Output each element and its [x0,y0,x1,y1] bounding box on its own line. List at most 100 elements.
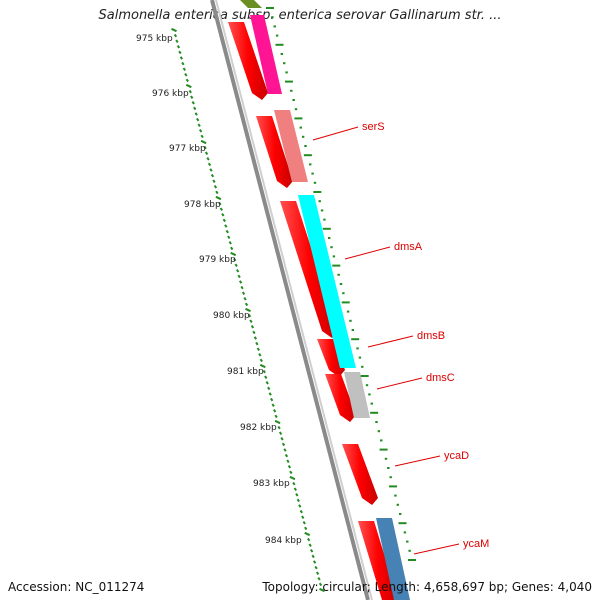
label-leader [344,246,391,260]
scale-dot [184,73,188,77]
scale-dot [258,353,262,357]
scale-dot [301,515,305,519]
scale-dot [298,504,302,508]
scale-dot [318,582,323,587]
scale-dots [171,27,325,593]
scale-dot [206,157,210,161]
scale-dot [194,112,198,116]
scale-dot [311,554,315,559]
scale-dot [292,481,296,486]
scale-dot [209,168,213,172]
scale-dot [296,498,300,503]
feature-olive [240,0,262,8]
scale-dot [302,521,306,525]
scale-dot [287,465,292,469]
scale-major-tick [274,419,281,425]
kbp-label: 975 kbp [136,34,173,44]
reverse-cds-track [228,22,398,600]
scale-dot [278,431,283,435]
scale-major-tick [200,139,207,145]
scale-dot [185,78,189,83]
scale-dot [286,459,290,463]
scale-dot [230,246,234,251]
scale-dot [233,257,237,262]
scale-dot [203,145,207,150]
cds-feature [256,116,293,188]
scale-dot [293,487,297,491]
scale-dot [262,369,266,374]
scale-dot [255,341,259,346]
label-leader [376,377,423,390]
scale-dot [284,453,289,458]
scale-dot [270,397,274,402]
scale-major-tick [185,83,192,89]
scale-dot [241,291,246,295]
scale-dot [215,190,219,195]
scale-dot [210,173,215,178]
scale-dot [271,403,275,407]
cds-feature [342,444,378,505]
scale-dot [277,425,281,430]
scale-dot [200,134,204,139]
scale-dot [237,274,241,279]
gene-label-dmsC: dmsC [426,372,455,384]
scale-dot [247,313,252,318]
right-ticks [266,7,416,561]
gene-label-serS: serS [362,121,385,133]
scale-dot [236,269,240,273]
scale-major-tick [230,251,237,257]
kbp-label: 980 kbp [213,311,250,321]
scale-dot [228,241,232,245]
scale-dot [179,56,184,60]
accession-text: Accession: NC_011274 [8,580,145,594]
scale-dot [314,565,318,570]
scale-dot [234,263,238,267]
scale-dot [178,50,182,55]
feature-dmsC [344,372,370,418]
scale-dot [252,330,256,335]
scale-dot [207,162,212,167]
scale-dot [249,319,253,323]
scale-dot [221,213,225,217]
scale-major-tick [289,475,296,481]
map-title: Salmonella enterica subsp. enterica sero… [98,8,502,23]
scale-dot [308,543,312,547]
kbp-label: 979 kbp [199,255,236,265]
scale-dot [182,67,186,71]
scale-dot [173,33,178,38]
gene-label-ycaD: ycaD [444,450,469,462]
scale-dot [268,392,272,396]
scale-dot [197,123,201,127]
scale-dot [222,218,226,223]
scale-dot [181,61,185,66]
scale-major-tick [319,587,325,593]
label-leader [367,335,414,348]
backbone-line-shadow [215,0,373,600]
feature-serS [274,110,308,182]
scale-dot [196,117,200,122]
scale-dot [307,537,311,542]
scale-dot [218,201,222,206]
scale-dot [267,386,271,391]
backbone-line [210,0,370,600]
genome-summary: Topology: circular; Length: 4,658,697 bp… [262,580,592,594]
cds-feature [358,521,398,600]
kbp-label: 982 kbp [240,423,277,433]
label-leader [394,455,441,467]
scale-dot [273,409,277,413]
scale-dot [317,577,321,581]
feature-ycaM [376,518,410,600]
feature-pink [250,15,282,94]
gene-label-dmsB: dmsB [417,330,445,342]
scale-dot [238,280,243,284]
scale-dot [259,358,263,363]
scale-dot [244,302,249,307]
scale-dot [280,437,284,441]
kbp-label: 978 kbp [184,200,221,210]
scale-dot [289,470,293,475]
scale-dot [312,560,317,564]
label-leader [312,126,359,141]
scale-dot [250,325,255,329]
scale-dot [193,106,197,111]
